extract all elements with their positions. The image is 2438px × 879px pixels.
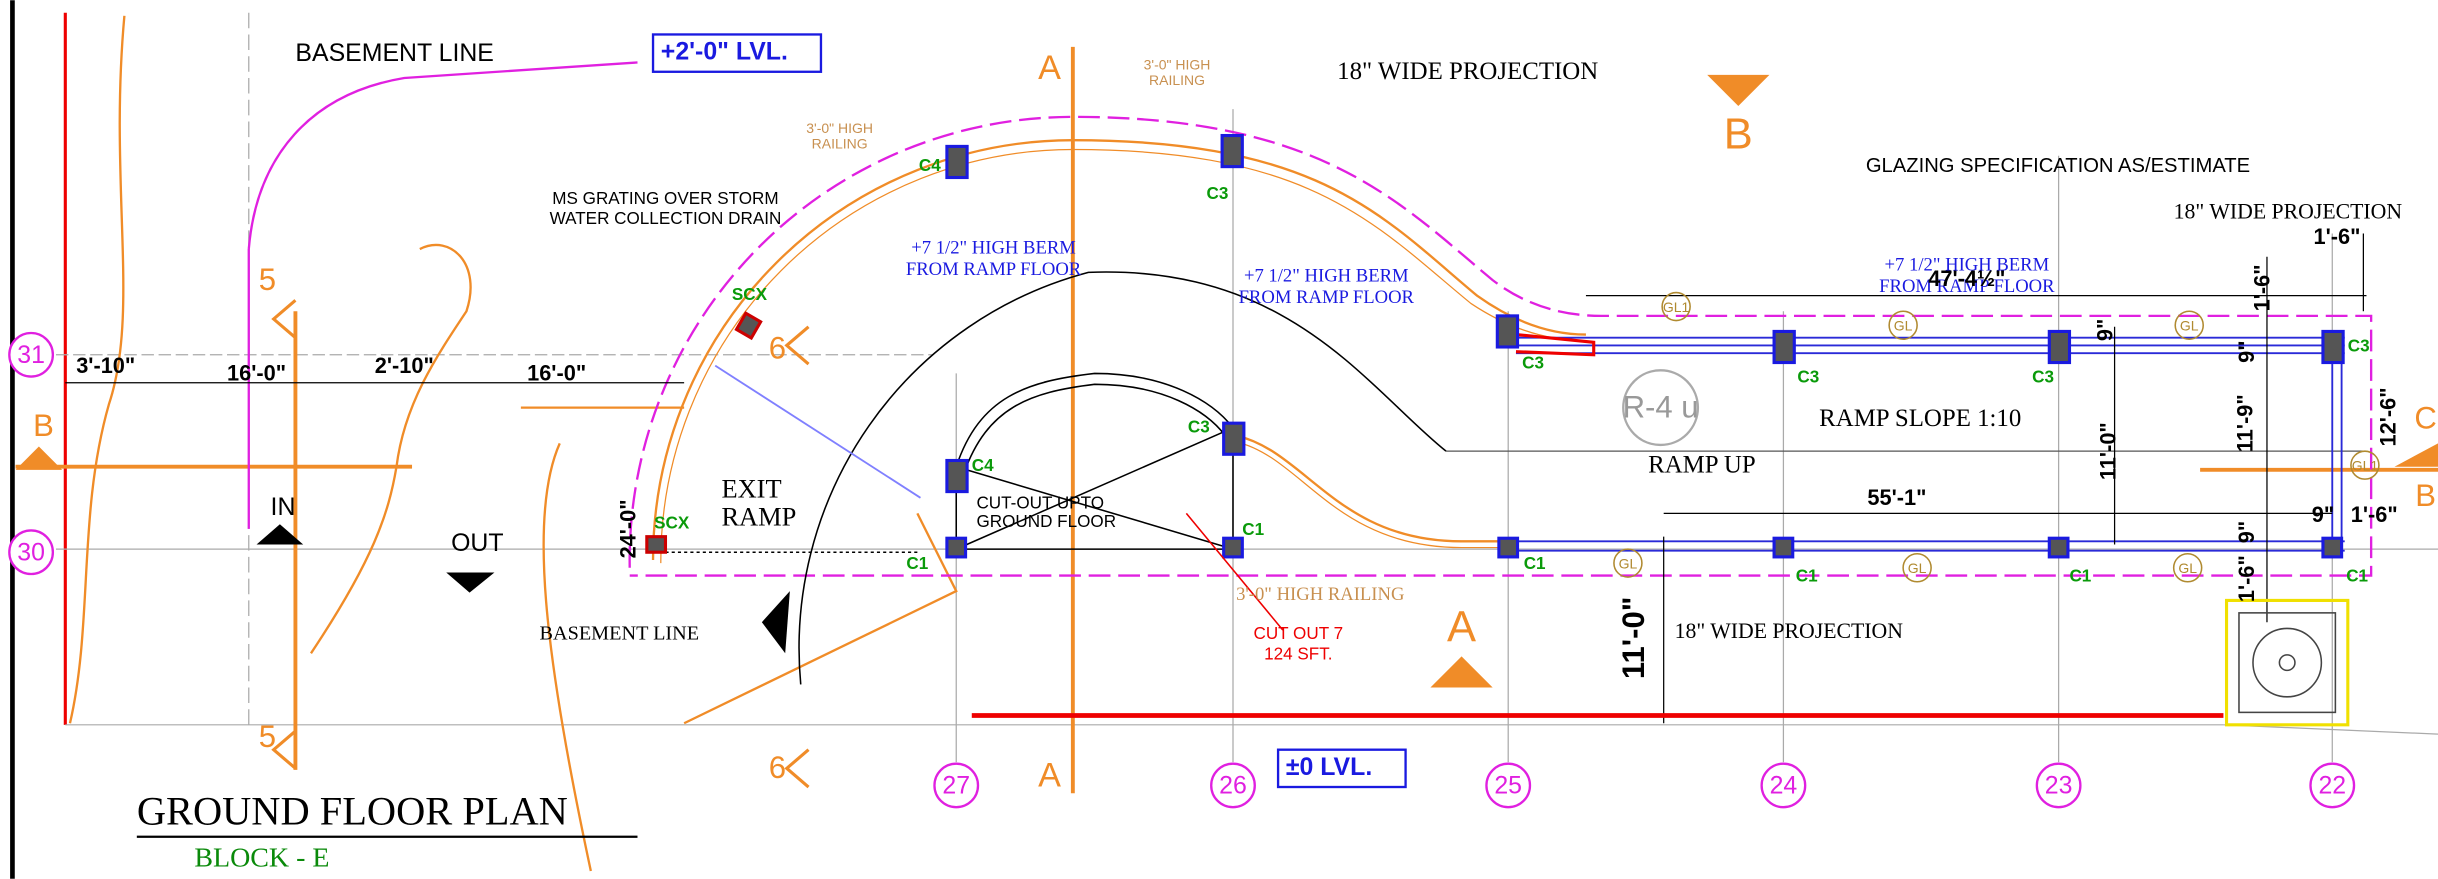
grid-label: 24 bbox=[1770, 772, 1798, 800]
drawing-subtitle: BLOCK - E bbox=[194, 843, 329, 874]
section-mark: B bbox=[1724, 111, 1753, 159]
section-mark: 5 bbox=[259, 262, 276, 297]
section-mark: B bbox=[2415, 478, 2436, 513]
glazing-tag: GL1 bbox=[1663, 299, 1690, 315]
column-tag: SCX bbox=[654, 514, 690, 533]
dimension: 1'-6" bbox=[2250, 264, 2275, 311]
glazing-tag: GL bbox=[1619, 555, 1638, 571]
label: 18" WIDE PROJECTION bbox=[2174, 199, 2403, 223]
glazing-tag: GL bbox=[2180, 317, 2199, 333]
glazing-tag: GL bbox=[1894, 317, 1913, 333]
label: +7 1/2" HIGH BERM bbox=[911, 237, 1076, 258]
dimension: 1'-6" bbox=[2351, 502, 2398, 527]
column-tag: C1 bbox=[1796, 567, 1818, 586]
label: RAMP SLOPE 1:10 bbox=[1819, 405, 2021, 432]
level-label: ±0 LVL. bbox=[1286, 753, 1372, 781]
label: 18" WIDE PROJECTION bbox=[1675, 619, 1904, 643]
column-tag: C1 bbox=[2346, 567, 2368, 586]
label: RAILING bbox=[1149, 72, 1205, 88]
column-tag: C4 bbox=[972, 456, 994, 475]
label: 3'-0" HIGH RAILING bbox=[1236, 584, 1404, 605]
column-tag: C1 bbox=[2069, 567, 2091, 586]
dimension: 11'-0" bbox=[1616, 596, 1651, 679]
column-tag: C3 bbox=[1207, 184, 1229, 203]
floor-plan: 31 30 27 26 25 24 23 22 A A A B B B C 5 5 6 6 +2'-0" LVL. ±0… bbox=[0, 0, 2438, 879]
dimension: 9" bbox=[2234, 340, 2259, 362]
dimension: 47'-4½" bbox=[1928, 266, 2005, 291]
column-tag: C1 bbox=[906, 554, 928, 573]
dimension: 11'-9" bbox=[2233, 394, 2258, 452]
label: 18" WIDE PROJECTION bbox=[1337, 58, 1598, 85]
label: GLAZING SPECIFICATION AS/ESTIMATE bbox=[1866, 155, 2250, 177]
column-tag: C3 bbox=[2032, 368, 2054, 387]
dimension: 11'-0" bbox=[2096, 422, 2121, 480]
dimension: 1'-6" bbox=[2234, 555, 2259, 602]
label: 124 SFT. bbox=[1264, 644, 1332, 663]
section-mark: C bbox=[2414, 400, 2436, 435]
background bbox=[0, 0, 2438, 878]
section-mark: B bbox=[33, 408, 54, 443]
section-mark: A bbox=[1038, 49, 1061, 87]
grid-label: 30 bbox=[17, 538, 45, 566]
section-mark: 5 bbox=[259, 719, 276, 754]
section-mark: 6 bbox=[769, 330, 786, 365]
glazing-tag: GL bbox=[1908, 560, 1927, 576]
dimension: 16'-0" bbox=[527, 361, 586, 386]
column-tag: C3 bbox=[1188, 417, 1210, 436]
dimension: 2'-10" bbox=[375, 353, 434, 378]
dimension: 9" bbox=[2234, 521, 2259, 543]
grid-label: 25 bbox=[1494, 772, 1522, 800]
label: BASEMENT LINE bbox=[540, 622, 700, 644]
column-tag: C4 bbox=[919, 156, 941, 175]
label: R-4 u bbox=[1623, 389, 1699, 424]
column-tag: C1 bbox=[1524, 554, 1546, 573]
glazing-tag: GL bbox=[2178, 560, 2197, 576]
label: RAMP UP bbox=[1648, 451, 1756, 478]
drawing-title: GROUND FLOOR PLAN bbox=[137, 788, 568, 833]
label: EXIT bbox=[721, 474, 781, 504]
label: FROM RAMP FLOOR bbox=[1239, 287, 1415, 308]
dimension: 9" bbox=[2093, 319, 2118, 341]
page: 31 30 27 26 25 24 23 22 A A A B B B C 5 5 6 6 +2'-0" LVL. ±0… bbox=[0, 0, 2438, 879]
label: CUT-OUT UPTO bbox=[976, 494, 1104, 513]
label: FROM RAMP FLOOR bbox=[906, 259, 1082, 280]
dimension: 9" bbox=[2312, 502, 2334, 527]
grid-label: 31 bbox=[17, 341, 45, 369]
label: RAMP bbox=[721, 502, 796, 532]
column-tag: C1 bbox=[1242, 520, 1264, 539]
label: GROUND FLOOR bbox=[976, 512, 1116, 531]
column-tag: C3 bbox=[2348, 337, 2370, 356]
section-mark: A bbox=[1038, 757, 1061, 795]
grid-label: 26 bbox=[1219, 772, 1247, 800]
dimension: 3'-10" bbox=[76, 353, 135, 378]
label: +7 1/2" HIGH BERM bbox=[1244, 265, 1409, 286]
grid-label: 27 bbox=[942, 772, 970, 800]
column-tag: C3 bbox=[1797, 368, 1819, 387]
dimension: 1'-6" bbox=[2313, 224, 2360, 249]
grid-label: 22 bbox=[2318, 772, 2346, 800]
label: WATER COLLECTION DRAIN bbox=[550, 209, 782, 228]
label: MS GRATING OVER STORM bbox=[552, 189, 778, 208]
label: CUT OUT 7 bbox=[1253, 624, 1343, 643]
dimension: 12'-6" bbox=[2376, 387, 2401, 446]
section-mark: 6 bbox=[769, 750, 786, 785]
column-tag: C3 bbox=[1522, 354, 1544, 373]
section-mark: A bbox=[1447, 603, 1476, 651]
label: 3'-0" HIGH bbox=[1144, 56, 1211, 72]
glazing-tag: GL1 bbox=[2352, 457, 2379, 473]
label: BASEMENT LINE bbox=[295, 39, 493, 67]
label: RAILING bbox=[812, 136, 868, 152]
dimension: 24'-0" bbox=[615, 499, 640, 558]
dimension: 55'-1" bbox=[1867, 485, 1926, 510]
dimension: 16'-0" bbox=[227, 361, 286, 386]
level-label: +2'-0" LVL. bbox=[661, 38, 788, 66]
label: OUT bbox=[451, 529, 503, 557]
label: IN bbox=[271, 493, 296, 521]
column-tag: SCX bbox=[732, 285, 768, 304]
grid-label: 23 bbox=[2045, 772, 2073, 800]
label: 3'-0" HIGH bbox=[806, 120, 873, 136]
